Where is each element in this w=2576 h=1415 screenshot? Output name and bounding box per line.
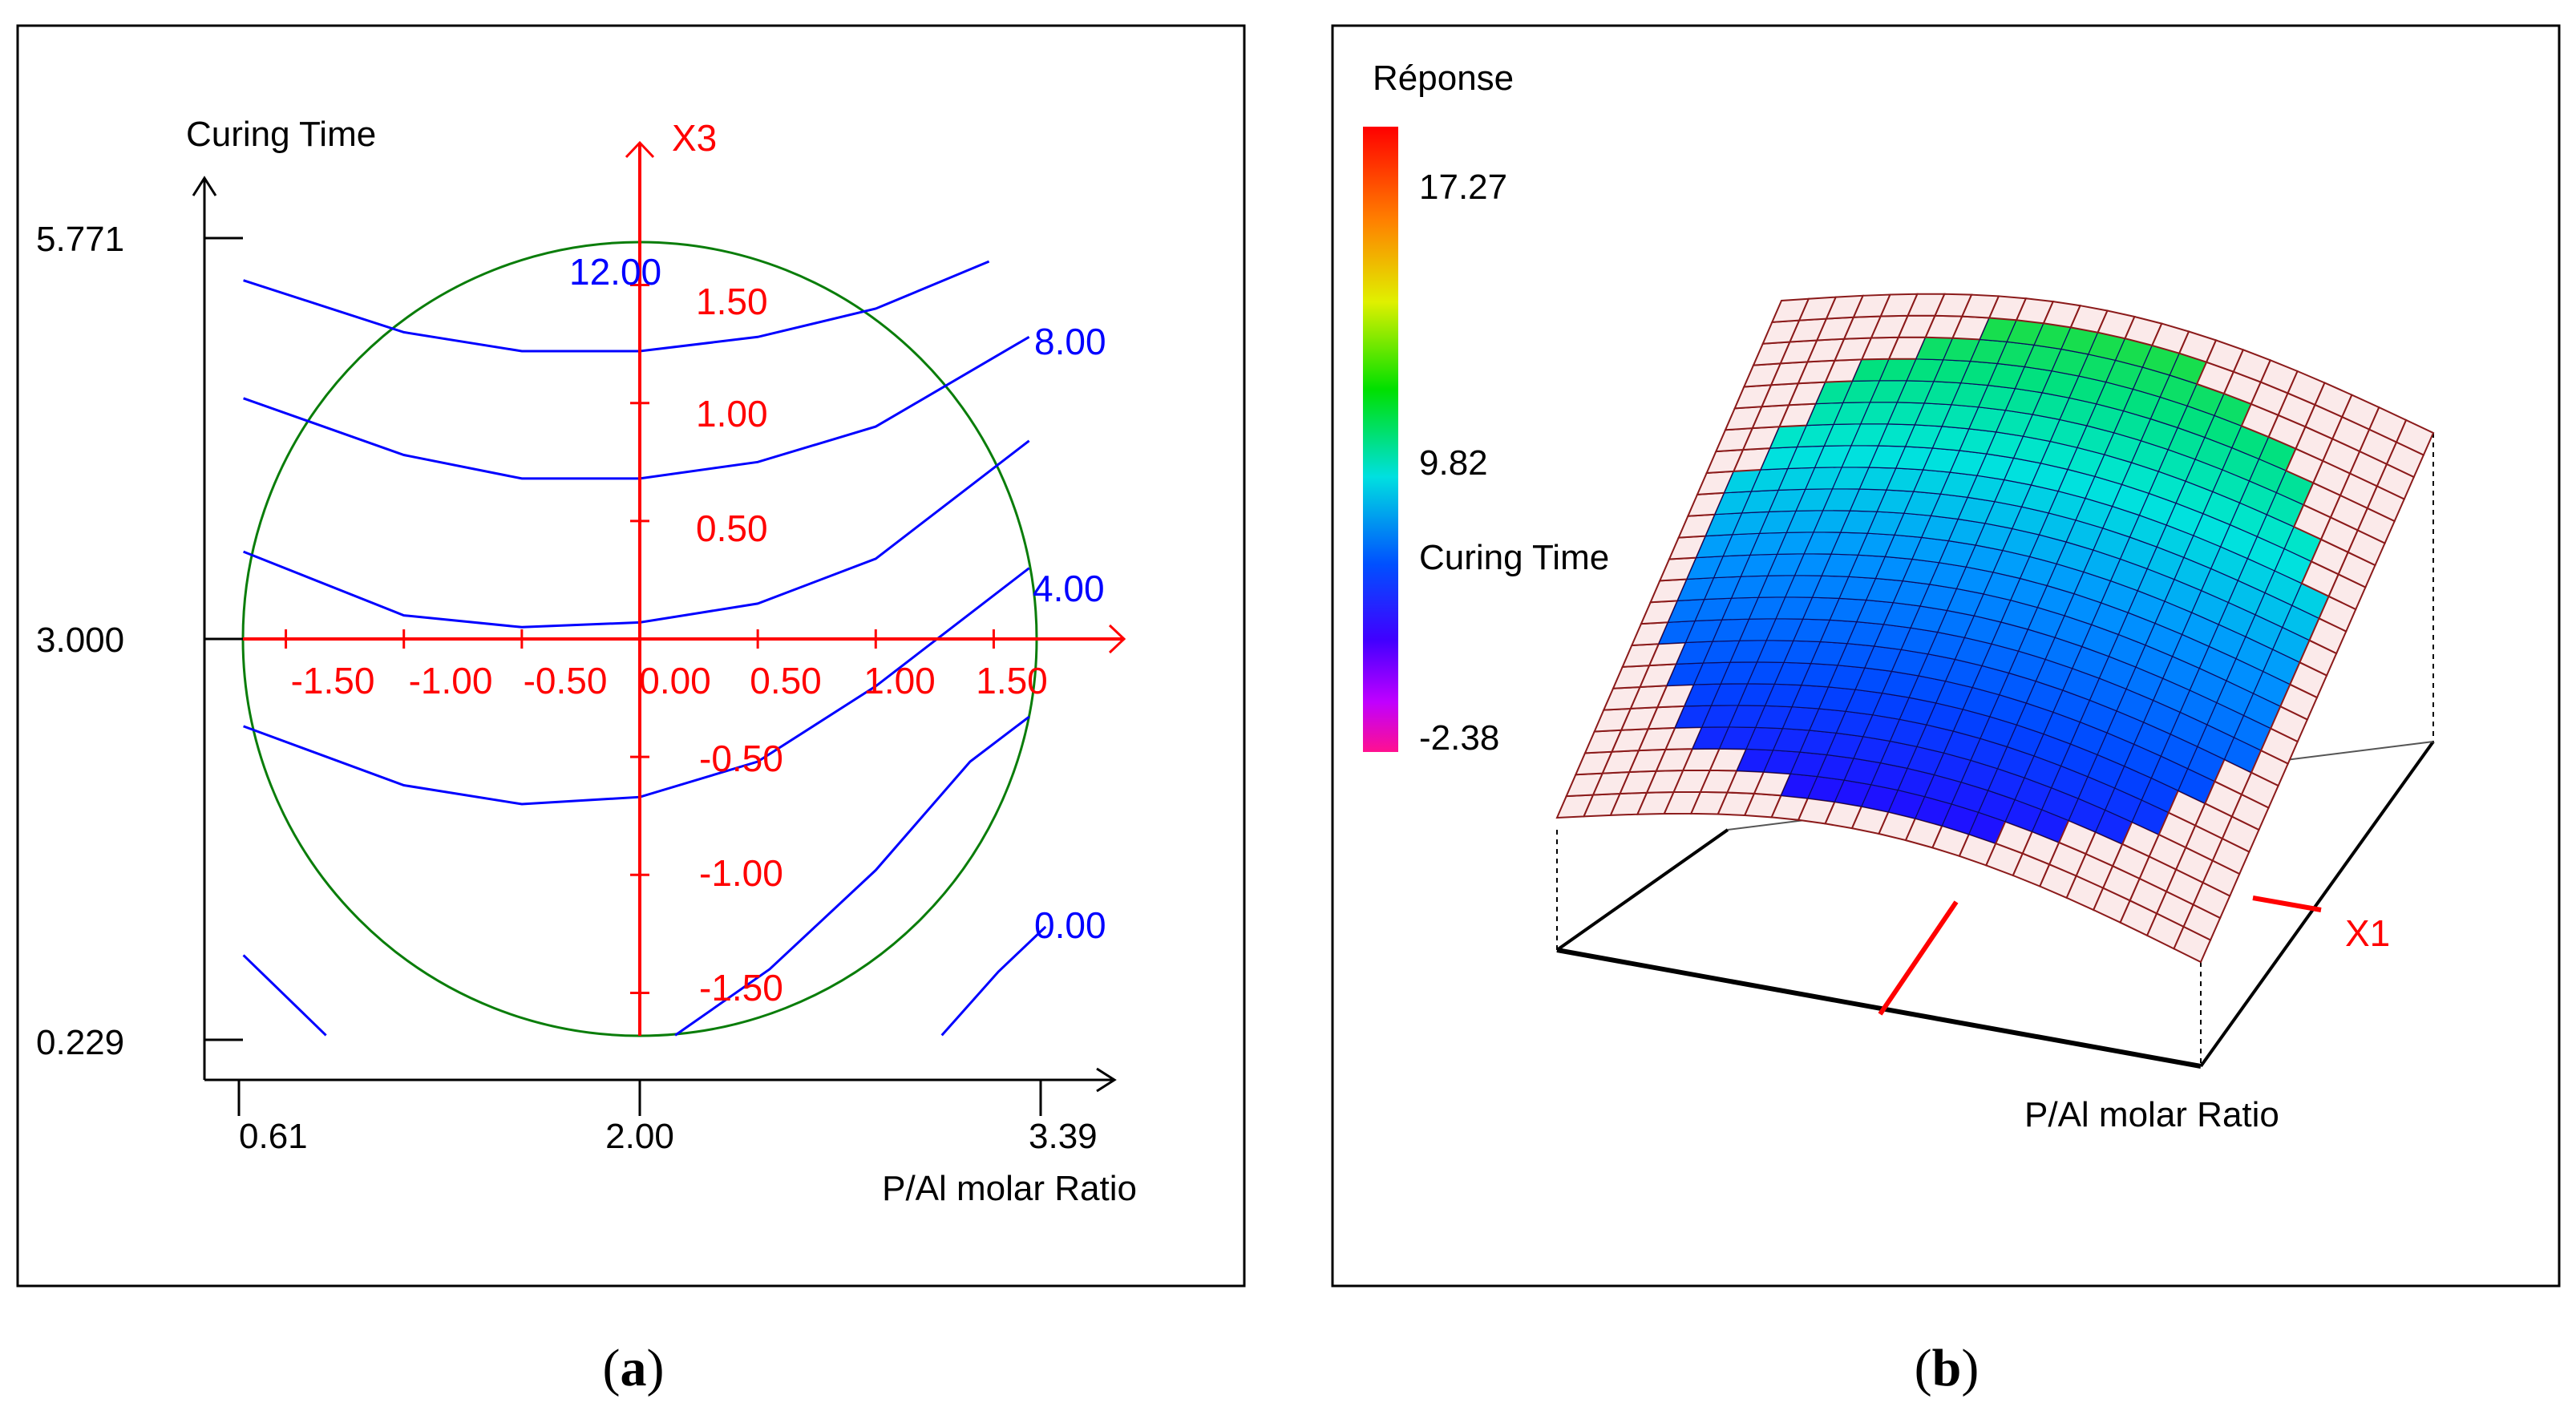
coded-x-tick-2: -0.50 bbox=[524, 660, 608, 701]
y-tick-label-2: 0.229 bbox=[36, 1023, 124, 1062]
colorbar-mid-label: Curing Time bbox=[1419, 538, 1609, 577]
contour-line-6 bbox=[940, 925, 1047, 1037]
x-tick-label-2: 3.39 bbox=[1029, 1117, 1098, 1156]
box-left-floor bbox=[1555, 828, 1729, 952]
panel-a-frame bbox=[16, 24, 1246, 1288]
x-axis-label: P/Al molar Ratio bbox=[882, 1169, 1137, 1208]
y-axis-label: Curing Time bbox=[186, 115, 376, 154]
y-tick-label-1: 3.000 bbox=[36, 621, 124, 660]
colorbar-tick-mid: 9.82 bbox=[1419, 443, 1488, 483]
coded-y-tick-3: -0.50 bbox=[699, 738, 783, 779]
surface-cell bbox=[2395, 418, 2435, 456]
response-surface bbox=[1555, 293, 2435, 964]
coded-y-tick-2: 0.50 bbox=[696, 507, 768, 549]
contour-label-0: 0.00 bbox=[1034, 904, 1106, 946]
coded-y-tick-0: 1.50 bbox=[696, 281, 768, 322]
panel-a: Curing Time P/Al molar Ratio 5.771 3.000… bbox=[16, 24, 1246, 1397]
coded-y-tick-5: -1.50 bbox=[699, 967, 783, 1009]
coded-y-arrow bbox=[625, 140, 655, 159]
coded-x-tick-5: 1.00 bbox=[863, 660, 936, 701]
contour-line-5 bbox=[242, 954, 327, 1037]
panel-a-caption: (a) bbox=[603, 1339, 665, 1397]
floor-marker bbox=[1878, 900, 1959, 1016]
coded-axes bbox=[243, 140, 1126, 1036]
y-tick-label-0: 5.771 bbox=[36, 220, 124, 259]
coded-axis-label: X3 bbox=[672, 117, 717, 159]
coded-x-tick-3: 0.00 bbox=[639, 660, 711, 701]
contour-label-12: 12.00 bbox=[569, 251, 661, 293]
coded-x-tick-1: -1.00 bbox=[409, 660, 493, 701]
coded-y-tick-1: 1.00 bbox=[696, 393, 768, 435]
panel-b-caption: (b) bbox=[1915, 1339, 1980, 1397]
real-axes bbox=[192, 176, 1117, 1116]
colorbar bbox=[1363, 127, 1398, 752]
box-front-floor bbox=[1556, 948, 2202, 1069]
real-y-arrow bbox=[192, 176, 217, 196]
real-x-arrow bbox=[1096, 1067, 1117, 1093]
contour-line-4 bbox=[674, 715, 1030, 1037]
x1-marker-label: X1 bbox=[2345, 912, 2390, 954]
surface-x-axis-label: P/Al molar Ratio bbox=[2024, 1095, 2279, 1134]
coded-x-tick-0: -1.50 bbox=[291, 660, 375, 701]
x-tick-label-1: 2.00 bbox=[605, 1117, 674, 1156]
coded-x-arrow bbox=[1108, 624, 1126, 654]
x1-marker bbox=[2252, 895, 2322, 912]
panel-b: Réponse 17.27 9.82 Curing Time -2.38 X1 … bbox=[1331, 24, 2561, 1397]
contour-label-8: 8.00 bbox=[1034, 321, 1106, 362]
colorbar-tick-min: -2.38 bbox=[1419, 718, 1499, 758]
coded-x-tick-6: 1.50 bbox=[976, 660, 1048, 701]
colorbar-tick-max: 17.27 bbox=[1419, 168, 1507, 207]
contour-label-4: 4.00 bbox=[1033, 568, 1105, 609]
colorbar-title: Réponse bbox=[1373, 59, 1514, 98]
coded-x-tick-4: 0.50 bbox=[750, 660, 822, 701]
coded-y-tick-4: -1.00 bbox=[699, 852, 783, 894]
coded-ticks bbox=[285, 284, 995, 994]
box-right-floor bbox=[2199, 740, 2435, 1068]
x-tick-label-0: 0.61 bbox=[239, 1117, 308, 1156]
